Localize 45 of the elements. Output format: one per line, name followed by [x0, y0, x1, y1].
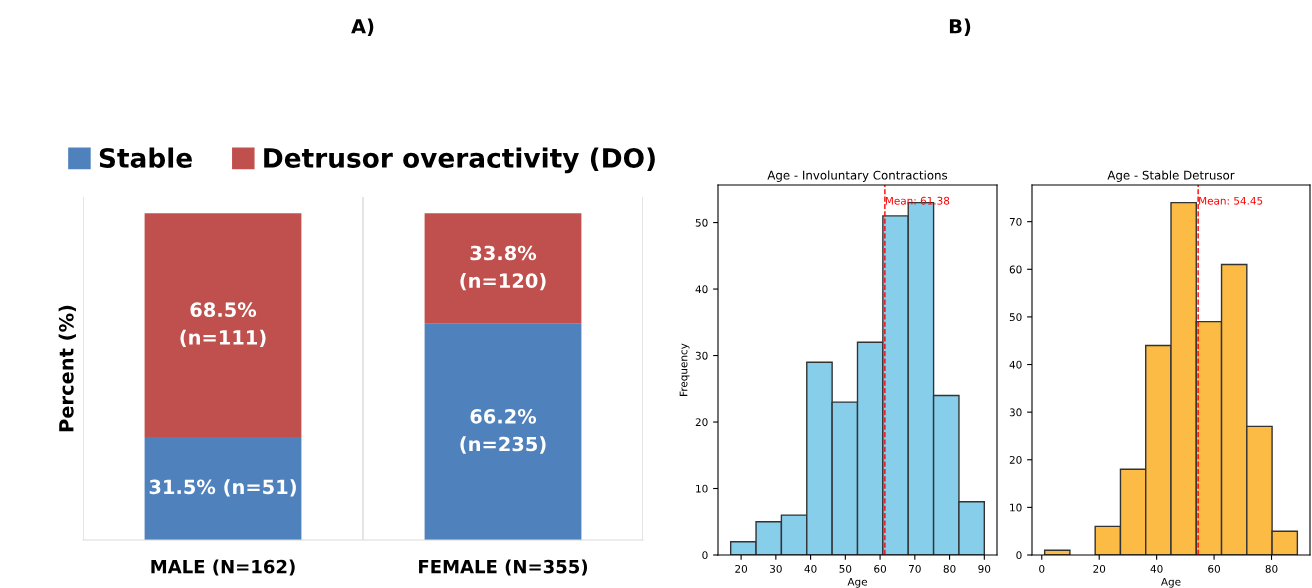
x-tick-label: FEMALE (N=355) — [419, 559, 588, 576]
y-tick-label: 30 — [695, 351, 708, 360]
x-tick-label: 40 — [1150, 564, 1163, 573]
x-tick-label: 40 — [804, 564, 817, 573]
x-axis-title: Age — [847, 577, 868, 588]
data-label: 33.8% (n=120) — [460, 245, 546, 291]
y-tick-label: 0 — [702, 551, 708, 560]
x-tick-label: 20 — [1093, 564, 1106, 573]
x-axis-title: Age — [1161, 577, 1181, 588]
y-tick-label: 60 — [1009, 265, 1022, 274]
y-tick-label: 40 — [695, 285, 708, 294]
x-tick-label: 70 — [909, 564, 921, 573]
ref-line-label: Mean: 54.45 — [1199, 196, 1263, 205]
y-tick-label: 50 — [1009, 313, 1022, 322]
y-tick-label: 40 — [1009, 360, 1022, 369]
y-tick-label: 10 — [1010, 503, 1022, 512]
legend-label: Stable — [99, 147, 192, 168]
chart-title: Age - Involuntary Contractions — [767, 170, 948, 182]
x-tick-label: MALE (N=162) — [151, 559, 295, 576]
y-tick-label: 20 — [1009, 455, 1022, 464]
chart-title: Age - Stable Detrusor — [1107, 170, 1235, 182]
legend-label: Detrusor overactivity (DO) — [264, 147, 655, 174]
x-tick-label: 90 — [978, 564, 991, 573]
y-tick-label: 10 — [696, 484, 708, 493]
y-tick-label: 70 — [1009, 217, 1022, 226]
x-tick-label: 80 — [943, 564, 956, 573]
data-label: 31.5% (n=51) — [149, 479, 296, 497]
x-tick-label: 60 — [874, 564, 887, 573]
y-tick-label: 50 — [695, 218, 708, 227]
y-tick-label: 0 — [1016, 551, 1022, 560]
x-tick-label: 0 — [1039, 564, 1045, 573]
text: B) — [949, 18, 971, 36]
x-tick-label: 20 — [735, 564, 748, 573]
y-tick-label: 20 — [695, 418, 708, 427]
chart-title: A) — [351, 18, 374, 36]
y-axis-title: Percent (%) — [58, 305, 76, 432]
x-tick-label: 80 — [1265, 564, 1278, 573]
x-tick-label: 50 — [839, 564, 852, 573]
data-label: 68.5% (n=111) — [180, 302, 266, 347]
y-tick-label: 30 — [1009, 408, 1022, 417]
x-tick-label: 60 — [1208, 564, 1221, 573]
ref-line-label: Mean: 61.38 — [885, 196, 950, 205]
y-axis-title: Frequency — [679, 343, 690, 396]
data-label: 66.2% (n=235) — [460, 408, 546, 454]
x-tick-label: 30 — [770, 564, 782, 573]
